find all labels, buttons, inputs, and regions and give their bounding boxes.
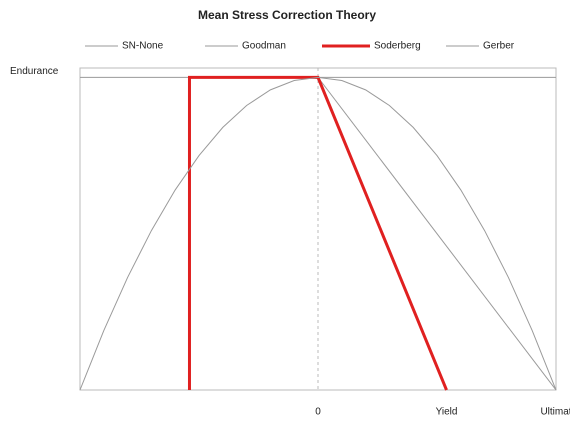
- legend-label: Soderberg: [374, 41, 421, 52]
- series-line: [79, 76, 557, 391]
- series-line: [317, 77, 557, 391]
- x-tick-label: Ultimat: [540, 407, 570, 418]
- legend-label: SN-None: [122, 41, 164, 52]
- legend-label: Goodman: [242, 41, 286, 52]
- legend-label: Gerber: [483, 41, 515, 52]
- x-tick-label: Yield: [436, 407, 458, 418]
- y-tick-label: Endurance: [10, 66, 59, 77]
- x-tick-label: 0: [315, 407, 321, 418]
- chart-title: Mean Stress Correction Theory: [198, 8, 376, 22]
- series-line: [187, 75, 448, 391]
